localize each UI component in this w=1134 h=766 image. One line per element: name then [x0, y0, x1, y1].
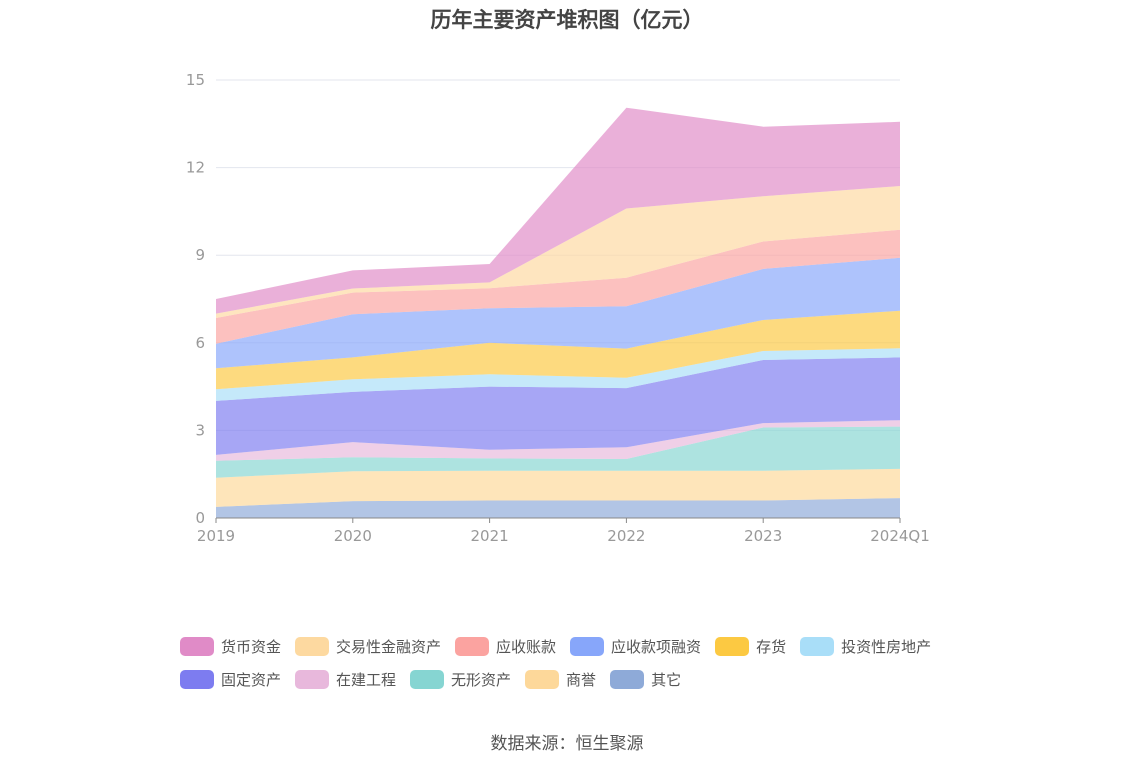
legend-label: 应收款项融资 — [611, 638, 702, 656]
legend-swatch — [295, 637, 330, 656]
area-固定资产[interactable] — [216, 357, 900, 455]
legend-item-投资性房地产[interactable]: 投资性房地产 — [800, 636, 931, 657]
legend-swatch — [570, 637, 605, 656]
legend-label: 存货 — [756, 638, 787, 656]
legend-item-应收账款[interactable]: 应收账款 — [455, 636, 556, 657]
area-series-group — [216, 107, 900, 518]
area-存货[interactable] — [216, 310, 900, 390]
area-交易性金融资产[interactable] — [216, 186, 900, 318]
area-应收账款[interactable] — [216, 229, 900, 344]
legend-swatch — [410, 670, 445, 689]
legend-swatch — [295, 670, 330, 689]
legend-swatch — [800, 637, 835, 656]
legend-swatch — [455, 637, 490, 656]
legend-label: 其它 — [651, 671, 682, 689]
area-应收款项融资[interactable] — [216, 257, 900, 369]
legend-swatch — [180, 670, 214, 689]
area-在建工程[interactable] — [216, 420, 900, 461]
legend-item-在建工程[interactable]: 在建工程 — [295, 669, 396, 690]
legend-label: 无形资产 — [451, 671, 512, 689]
legend-item-应收款项融资[interactable]: 应收款项融资 — [570, 636, 701, 657]
data-source: 数据来源：恒生聚源 — [490, 734, 644, 754]
y-tick-label: 3 — [195, 421, 205, 439]
legend-swatch — [715, 637, 750, 656]
legend-row: 货币资金 交易性金融资产 应收账款 应收款项融资 存货 投资性房地产 — [180, 630, 980, 663]
legend-label: 货币资金 — [221, 638, 282, 656]
legend-item-固定资产[interactable]: 固定资产 — [180, 669, 281, 690]
legend-label: 固定资产 — [221, 671, 282, 689]
legend-swatch — [610, 670, 645, 689]
area-货币资金[interactable] — [216, 107, 900, 314]
legend-item-商誉[interactable]: 商誉 — [525, 669, 596, 690]
legend-label: 在建工程 — [336, 671, 397, 689]
stacked-area-chart: 0 3 6 9 12 15 2019 2020 2021 2022 2023 2024Q1 — [186, 71, 930, 545]
axes: 0 3 6 9 12 15 2019 2020 2021 2022 2023 2024Q1 — [186, 71, 930, 545]
legend-item-货币资金[interactable]: 货币资金 — [180, 636, 281, 657]
x-tick-label: 2024Q1 — [870, 527, 930, 545]
legend-label: 商誉 — [566, 671, 597, 689]
legend-label: 应收账款 — [496, 638, 557, 656]
legend-item-交易性金融资产[interactable]: 交易性金融资产 — [295, 636, 441, 657]
legend-swatch — [180, 637, 214, 656]
legend-label: 交易性金融资产 — [336, 638, 442, 656]
x-tick-label: 2023 — [744, 527, 782, 545]
legend-row: 固定资产 在建工程 无形资产 商誉 其它 — [180, 663, 980, 696]
area-投资性房地产[interactable] — [216, 348, 900, 401]
legend-item-存货[interactable]: 存货 — [715, 636, 786, 657]
area-商誉[interactable] — [216, 468, 900, 507]
x-tick-label: 2020 — [334, 527, 372, 545]
area-无形资产[interactable] — [216, 426, 900, 478]
legend: 货币资金 交易性金融资产 应收账款 应收款项融资 存货 投资性房地产固定资产 在建工程 无形资… — [180, 630, 980, 696]
y-tick-label: 0 — [195, 509, 205, 527]
x-tick-label: 2022 — [607, 527, 645, 545]
legend-label: 投资性房地产 — [841, 638, 932, 656]
y-tick-label: 12 — [186, 159, 205, 177]
legend-swatch — [525, 670, 560, 689]
legend-item-其它[interactable]: 其它 — [610, 669, 681, 690]
x-tick-label: 2021 — [471, 527, 509, 545]
y-tick-label: 15 — [186, 71, 205, 89]
area-其它[interactable] — [216, 498, 900, 518]
legend-item-无形资产[interactable]: 无形资产 — [410, 669, 511, 690]
chart-title: 历年主要资产堆积图（亿元） — [430, 8, 704, 32]
y-tick-label: 6 — [195, 334, 205, 352]
x-tick-label: 2019 — [197, 527, 235, 545]
y-tick-label: 9 — [195, 246, 205, 264]
